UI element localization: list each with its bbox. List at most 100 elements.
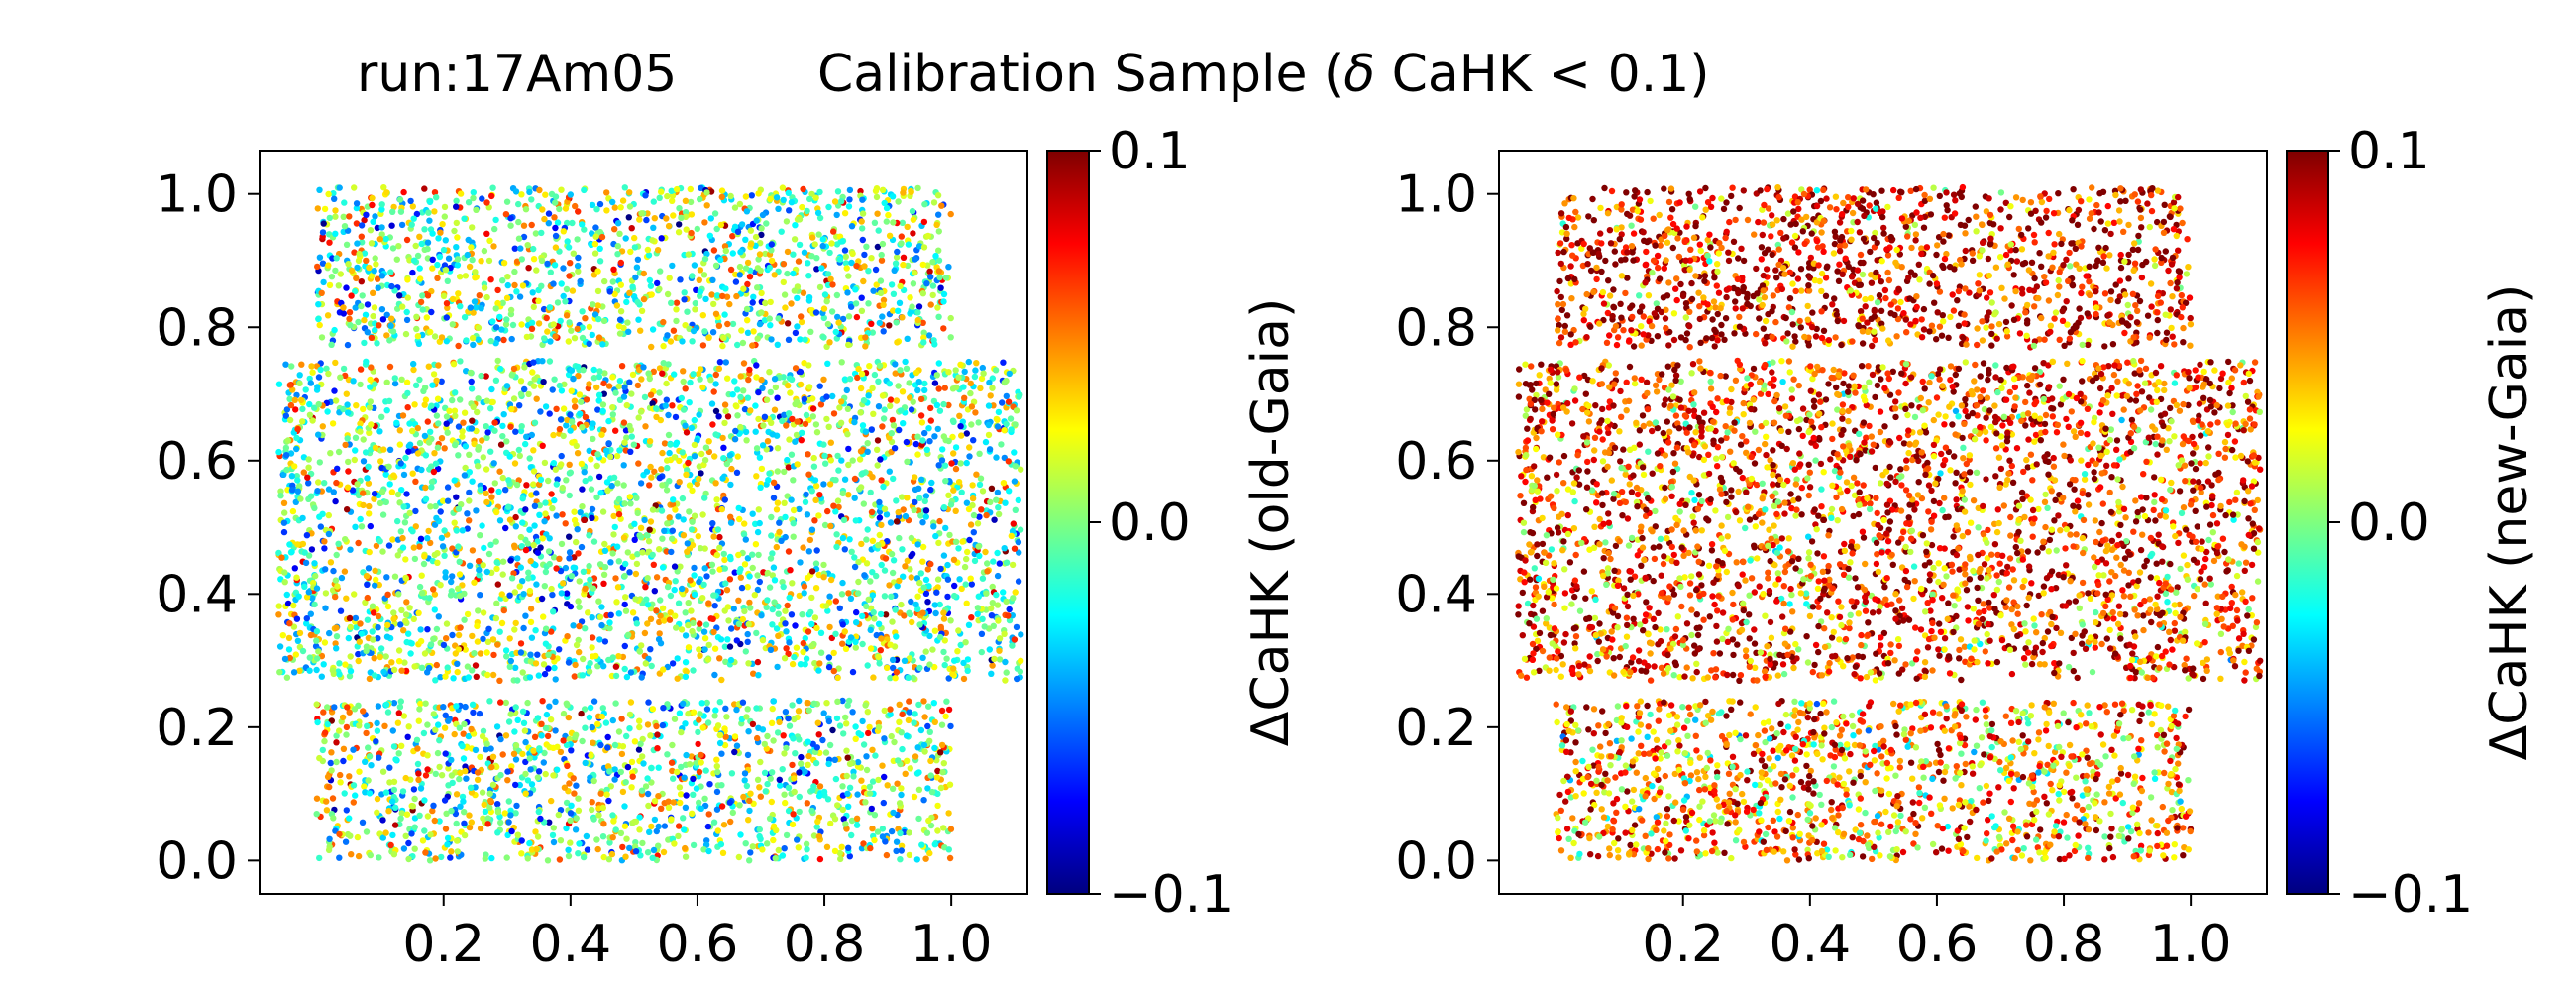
scatter-point [586,381,592,387]
scatter-point [719,342,726,350]
scatter-point [332,593,339,601]
scatter-point [813,824,820,830]
scatter-point [552,676,559,683]
scatter-point [444,664,451,671]
scatter-point [542,510,549,517]
scatter-point [355,539,362,547]
scatter-point [862,334,869,341]
scatter-point [593,384,600,391]
scatter-point [771,406,779,413]
scatter-point [506,516,514,523]
scatter-point [348,292,355,299]
scatter-point [956,576,963,583]
scatter-point [590,538,598,545]
scatter-point [530,447,537,454]
scatter-point [633,264,641,271]
scatter-point [819,736,826,744]
scatter-point [515,218,522,226]
scatter-point [424,535,431,542]
scatter-point [400,188,407,196]
scatter-point [870,608,877,616]
scatter-point [685,251,692,258]
scatter-point [373,261,379,268]
scatter-point [538,595,546,603]
scatter-point [414,333,422,340]
scatter-point [976,450,983,457]
scatter-point [893,669,901,676]
scatter-point [605,417,612,425]
scatter-point [480,454,486,461]
scatter-point [342,441,349,449]
scatter-point [940,609,947,616]
scatter-point [459,527,466,534]
scatter-point [369,273,376,279]
scatter-point [838,591,846,598]
scatter-point [465,199,473,206]
scatter-point [545,548,553,555]
scatter-point [435,420,442,427]
scatter-point [639,549,646,556]
scatter-point [881,199,888,207]
scatter-point [634,256,642,263]
scatter-point [521,385,528,393]
scatter-point [746,807,753,815]
scatter-point [553,512,560,519]
scatter-point [578,543,586,551]
scatter-point [469,632,476,640]
scatter-point [855,365,862,373]
scatter-point [558,461,565,468]
scatter-point [319,260,327,267]
scatter-point [390,472,397,479]
scatter-point [523,333,531,341]
scatter-point [422,496,430,502]
scatter-point [834,188,842,195]
scatter-point [922,513,929,520]
scatter-point [539,358,546,365]
scatter-point [638,674,645,681]
scatter-point [372,567,378,574]
scatter-point [506,663,513,670]
scatter-point [701,635,709,642]
scatter-point [726,452,734,459]
scatter-point [430,371,438,378]
scatter-point [874,437,882,444]
scatter-point [418,240,425,248]
scatter-point [316,321,323,329]
scatter-point [768,419,775,426]
scatter-point [727,555,734,563]
scatter-point [937,284,944,291]
scatter-point [794,461,801,468]
scatter-point [303,532,311,539]
scatter-point [988,605,995,612]
scatter-point [647,282,655,289]
scatter-point [848,303,855,310]
scatter-point [782,799,789,807]
scatter-point [586,340,592,347]
scatter-point [623,673,631,681]
scatter-point [762,299,769,307]
scatter-point [898,601,905,608]
scatter-point [910,398,916,405]
scatter-point [788,451,796,458]
scatter-point [442,237,449,244]
scatter-point [919,261,926,269]
scatter-point [638,376,645,383]
scatter-point [437,508,444,515]
scatter-point [963,499,971,506]
scatter-point [890,219,897,226]
scatter-point [315,431,322,438]
scatter-point [585,609,591,616]
scatter-point [621,823,629,829]
scatter-point [649,506,657,513]
scatter-point [415,609,422,616]
scatter-point [348,267,356,275]
scatter-point [463,337,470,344]
scatter-point [724,375,731,382]
scatter-point [744,329,752,336]
scatter-point [668,299,675,306]
scatter-point [791,653,798,661]
scatter-point [644,575,651,582]
scatter-point [579,221,586,228]
scatter-point [369,603,376,609]
scatter-point [294,637,302,644]
